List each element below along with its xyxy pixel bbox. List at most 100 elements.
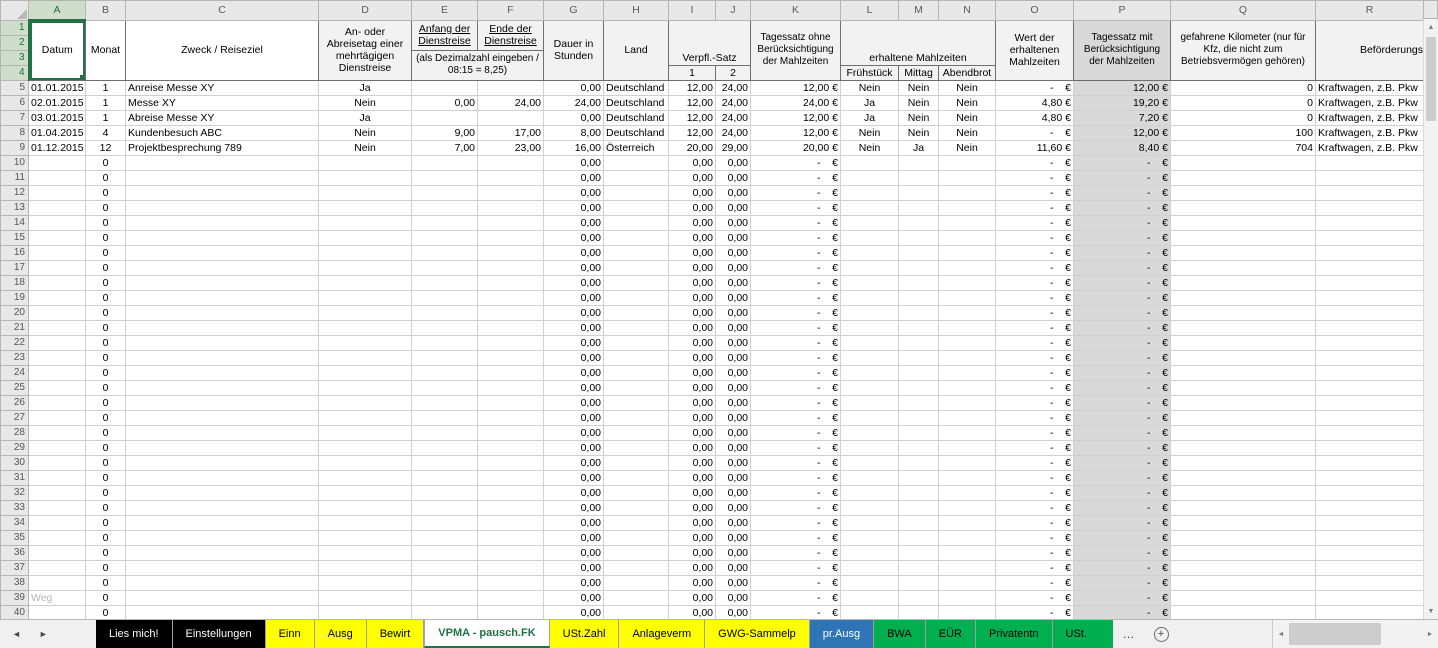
cell-B19[interactable]: 0 <box>86 290 126 305</box>
cell-C10[interactable] <box>126 155 319 170</box>
cell-G9[interactable]: 16,00 <box>544 140 604 155</box>
cell-L16[interactable] <box>841 245 899 260</box>
cell-I40[interactable]: 0,00 <box>669 605 716 619</box>
sheet-tab-einstellungen[interactable]: Einstellungen <box>173 620 266 648</box>
cell-L18[interactable] <box>841 275 899 290</box>
cell-R21[interactable] <box>1316 320 1424 335</box>
cell-M23[interactable] <box>899 350 939 365</box>
cell-A22[interactable] <box>29 335 86 350</box>
cell-E16[interactable] <box>412 245 478 260</box>
cell-A38[interactable] <box>29 575 86 590</box>
cell-O8[interactable]: - € <box>996 125 1074 140</box>
cell-K6[interactable]: 24,00 € <box>751 95 841 110</box>
cell-G26[interactable]: 0,00 <box>544 395 604 410</box>
header-zweck-reiseziel[interactable]: Zweck / Reiseziel <box>126 20 319 80</box>
cell-O15[interactable]: - € <box>996 230 1074 245</box>
cell-C22[interactable] <box>126 335 319 350</box>
cell-J40[interactable]: 0,00 <box>716 605 751 619</box>
row-header-3[interactable]: 3 <box>1 50 29 65</box>
cell-F9[interactable]: 23,00 <box>478 140 544 155</box>
cell-E23[interactable] <box>412 350 478 365</box>
cell-A32[interactable] <box>29 485 86 500</box>
cell-H22[interactable] <box>604 335 669 350</box>
column-header-L[interactable]: L <box>841 1 899 21</box>
cell-P7[interactable]: 7,20 € <box>1074 110 1171 125</box>
sheet-tab-ust-zahl[interactable]: USt.Zahl <box>550 620 620 648</box>
cell-D17[interactable] <box>319 260 412 275</box>
cell-K37[interactable]: - € <box>751 560 841 575</box>
cell-M40[interactable] <box>899 605 939 619</box>
cell-A10[interactable] <box>29 155 86 170</box>
cell-A29[interactable] <box>29 440 86 455</box>
cell-A7[interactable]: 03.01.2015 <box>29 110 86 125</box>
row-header-34[interactable]: 34 <box>1 515 29 530</box>
cell-F35[interactable] <box>478 530 544 545</box>
cell-C29[interactable] <box>126 440 319 455</box>
cell-A28[interactable] <box>29 425 86 440</box>
cell-B23[interactable]: 0 <box>86 350 126 365</box>
cell-K30[interactable]: - € <box>751 455 841 470</box>
cell-N32[interactable] <box>939 485 996 500</box>
cell-K10[interactable]: - € <box>751 155 841 170</box>
cell-L30[interactable] <box>841 455 899 470</box>
cell-K39[interactable]: - € <box>751 590 841 605</box>
cell-Q25[interactable] <box>1171 380 1316 395</box>
cell-F16[interactable] <box>478 245 544 260</box>
cell-G32[interactable]: 0,00 <box>544 485 604 500</box>
cell-J13[interactable]: 0,00 <box>716 200 751 215</box>
column-header-P[interactable]: P <box>1074 1 1171 21</box>
vertical-scroll-thumb[interactable] <box>1426 37 1436 121</box>
cell-C31[interactable] <box>126 470 319 485</box>
cell-B39[interactable]: 0 <box>86 590 126 605</box>
scroll-up-icon[interactable]: ▲ <box>1424 19 1438 35</box>
cell-B12[interactable]: 0 <box>86 185 126 200</box>
sheet-tab-gwg-sammelp[interactable]: GWG-Sammelp <box>705 620 810 648</box>
scroll-left-icon[interactable]: ◄ <box>1273 620 1289 648</box>
scroll-down-icon[interactable]: ▼ <box>1424 603 1438 619</box>
cell-F37[interactable] <box>478 560 544 575</box>
cell-F32[interactable] <box>478 485 544 500</box>
cell-O31[interactable]: - € <box>996 470 1074 485</box>
cell-I20[interactable]: 0,00 <box>669 305 716 320</box>
cell-K34[interactable]: - € <box>751 515 841 530</box>
cell-M31[interactable] <box>899 470 939 485</box>
cell-N13[interactable] <box>939 200 996 215</box>
cell-D23[interactable] <box>319 350 412 365</box>
cell-H21[interactable] <box>604 320 669 335</box>
cell-O18[interactable]: - € <box>996 275 1074 290</box>
cell-N19[interactable] <box>939 290 996 305</box>
cell-L28[interactable] <box>841 425 899 440</box>
row-header-12[interactable]: 12 <box>1 185 29 200</box>
cell-I12[interactable]: 0,00 <box>669 185 716 200</box>
cell-N29[interactable] <box>939 440 996 455</box>
cell-N15[interactable] <box>939 230 996 245</box>
cell-D25[interactable] <box>319 380 412 395</box>
cell-R30[interactable] <box>1316 455 1424 470</box>
cell-M22[interactable] <box>899 335 939 350</box>
cell-R35[interactable] <box>1316 530 1424 545</box>
cell-P25[interactable]: - € <box>1074 380 1171 395</box>
cell-H38[interactable] <box>604 575 669 590</box>
cell-A25[interactable] <box>29 380 86 395</box>
cell-A27[interactable] <box>29 410 86 425</box>
cell-R22[interactable] <box>1316 335 1424 350</box>
cell-E26[interactable] <box>412 395 478 410</box>
cell-B9[interactable]: 12 <box>86 140 126 155</box>
cell-H26[interactable] <box>604 395 669 410</box>
cell-H9[interactable]: Österreich <box>604 140 669 155</box>
cell-E12[interactable] <box>412 185 478 200</box>
cell-G12[interactable]: 0,00 <box>544 185 604 200</box>
cell-M7[interactable]: Nein <box>899 110 939 125</box>
cell-Q7[interactable]: 0 <box>1171 110 1316 125</box>
cell-Q12[interactable] <box>1171 185 1316 200</box>
cell-P37[interactable]: - € <box>1074 560 1171 575</box>
column-header-R[interactable]: R <box>1316 1 1424 21</box>
cell-O22[interactable]: - € <box>996 335 1074 350</box>
cell-N16[interactable] <box>939 245 996 260</box>
cell-H16[interactable] <box>604 245 669 260</box>
column-header-A[interactable]: A <box>29 1 86 21</box>
header-fruehstueck[interactable]: Frühstück <box>841 65 899 80</box>
cell-I9[interactable]: 20,00 <box>669 140 716 155</box>
cell-N31[interactable] <box>939 470 996 485</box>
cell-J34[interactable]: 0,00 <box>716 515 751 530</box>
